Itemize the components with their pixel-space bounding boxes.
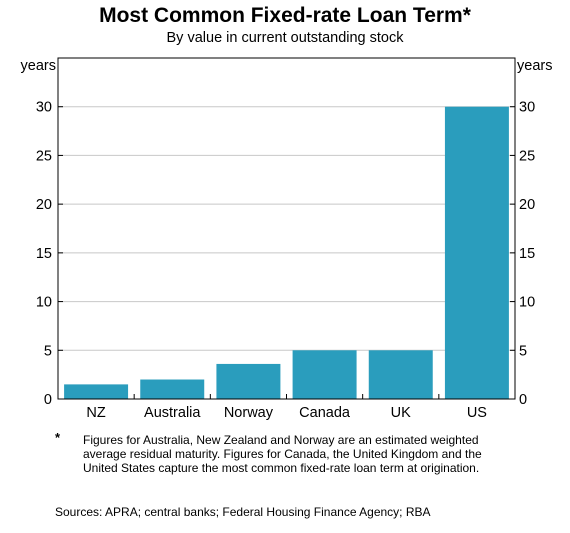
x-tick-label: UK [391, 405, 411, 421]
y-tick-label-left: 30 [36, 100, 52, 116]
bar-canada [292, 350, 357, 399]
bar-nz [64, 384, 129, 399]
y-tick-label-left: 20 [36, 197, 52, 213]
x-tick-label: Canada [299, 405, 351, 421]
x-tick-label: US [467, 405, 487, 421]
footnote-marker: * [55, 430, 61, 445]
y-tick-label-right: 20 [519, 197, 535, 213]
x-tick-label: Norway [224, 405, 274, 421]
y-tick-label-right: 10 [519, 295, 535, 311]
y-axis-unit-right: years [517, 58, 552, 74]
x-tick-label: Australia [144, 405, 201, 421]
bar-us [444, 106, 509, 399]
y-tick-label-right: 30 [519, 100, 535, 116]
tick-marks [58, 106, 516, 400]
bar-australia [140, 379, 205, 399]
chart-title: Most Common Fixed-rate Loan Term* [99, 4, 471, 27]
chart-subtitle: By value in current outstanding stock [166, 30, 404, 46]
y-tick-label-left: 10 [36, 295, 52, 311]
y-axis-unit-left: years [21, 58, 56, 74]
x-tick-label: NZ [86, 405, 105, 421]
tick-labels: 0 0 5 5 10 10 15 15 20 20 25 25 30 30 NZ Australia Norwa… [36, 100, 535, 421]
y-tick-label-left: 25 [36, 148, 52, 164]
bar-norway [216, 363, 281, 399]
y-tick-label-right: 25 [519, 148, 535, 164]
y-tick-label-right: 5 [519, 343, 527, 359]
y-tick-label-left: 15 [36, 246, 52, 262]
y-tick-label-right: 0 [519, 392, 527, 408]
bar-uk [368, 350, 433, 399]
footnote-text: Figures for Australia, New Zealand and N… [83, 433, 482, 475]
sources-text: Sources: APRA; central banks; Federal Ho… [55, 505, 431, 519]
y-tick-label-left: 0 [44, 392, 52, 408]
y-tick-label-right: 15 [519, 246, 535, 262]
bars [64, 106, 509, 399]
y-tick-label-left: 5 [44, 343, 52, 359]
gridlines [58, 106, 515, 351]
